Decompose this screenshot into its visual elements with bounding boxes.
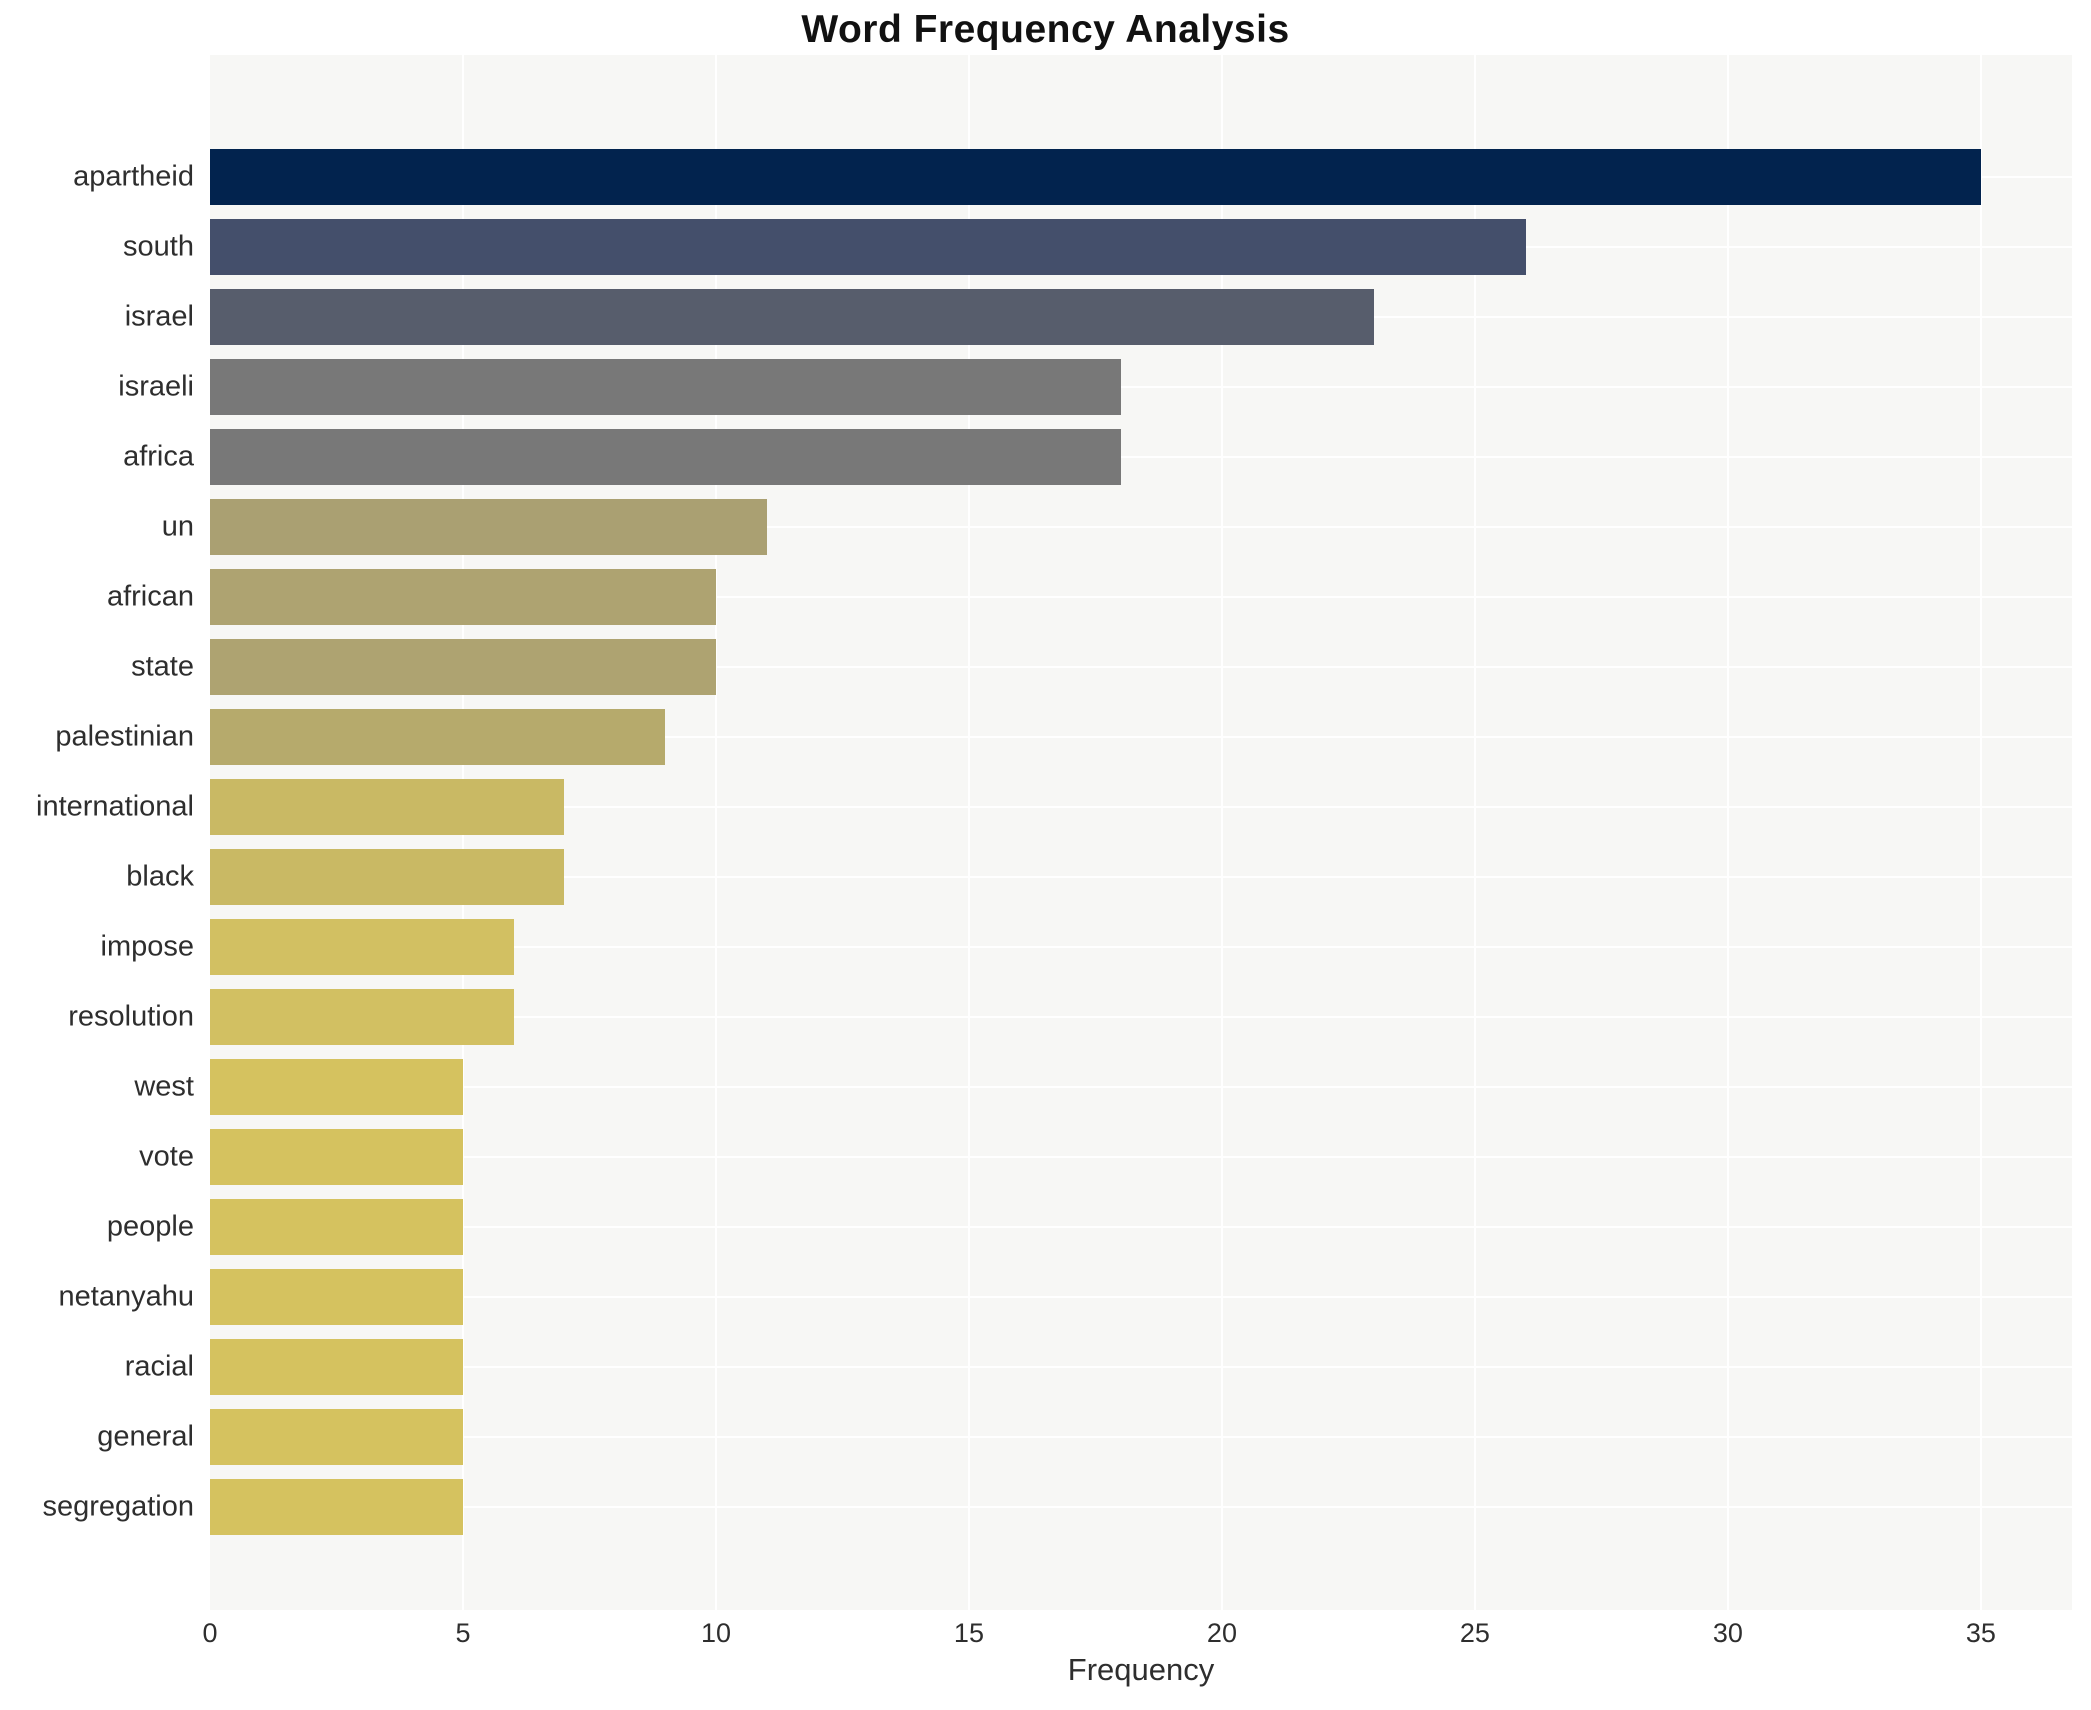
horizontal-gridline [210,1016,2072,1018]
bar-netanyahu [210,1269,463,1325]
y-axis-label-resolution: resolution [68,1000,194,1033]
chart-row: segregation [42,1472,2072,1542]
y-axis-label-general: general [97,1420,194,1453]
chart-row: un [162,492,2072,562]
y-axis-label-africa: africa [123,440,194,473]
horizontal-gridline [210,876,2072,878]
bar-resolution [210,989,514,1045]
y-axis-label-people: people [106,1210,194,1243]
y-axis-label-impose: impose [100,930,195,963]
horizontal-gridline [210,1156,2072,1158]
plot-area: apartheid south israel israeli africa un afric… [36,55,2072,1610]
bar-segregation [210,1479,463,1535]
bar-state [210,639,716,695]
horizontal-gridline [210,456,2072,458]
chart-row: africa [123,422,2072,492]
chart-row: apartheid [73,142,2072,212]
horizontal-gridline [210,1226,2072,1228]
chart-row: netanyahu [59,1262,2072,1332]
y-axis-label-vote: vote [139,1140,194,1173]
chart-row: people [107,1192,2072,1262]
y-axis-label-racial: racial [124,1350,194,1383]
bar-un [210,499,767,555]
bar-black [210,849,565,905]
horizontal-gridline [210,666,2072,668]
vertical-gridline [1473,55,1476,1610]
chart-row: impose [101,912,2072,982]
chart-row: racial [125,1332,2072,1402]
bar-african [210,569,716,625]
vertical-gridline [1979,55,1982,1610]
bar-palestinian [210,709,666,765]
bar-south [210,219,1526,275]
y-axis-label-palestinian: palestinian [55,720,194,753]
bar-general [210,1409,463,1465]
horizontal-gridline [210,1086,2072,1088]
vertical-gridline [1220,55,1223,1610]
y-axis-label-apartheid: apartheid [73,160,194,193]
x-tick-label-10: 10 [700,1618,731,1648]
bar-west [210,1059,463,1115]
y-axis-label-israeli: israeli [118,370,194,403]
bar-impose [210,919,514,975]
horizontal-gridline [210,806,2072,808]
horizontal-gridline [210,1366,2072,1368]
x-tick-label-30: 30 [1712,1618,1743,1648]
chart-row: black [126,842,2072,912]
chart-row: state [131,632,2072,702]
y-axis-label-israel: israel [124,300,194,333]
bar-israeli [210,359,1121,415]
vertical-gridline [714,55,717,1610]
bar-people [210,1199,463,1255]
horizontal-gridline [210,526,2072,528]
bar-vote [210,1129,463,1185]
chart-row: south [123,212,2072,282]
horizontal-gridline [210,596,2072,598]
y-axis-label-african: african [106,580,194,613]
chart-row: west [134,1052,2072,1122]
chart-row: international [36,772,2072,842]
y-axis-label-netanyahu: netanyahu [58,1280,194,1313]
y-axis-label-west: west [134,1070,194,1103]
y-axis-label-international: international [36,790,194,823]
x-tick-label-25: 25 [1459,1618,1490,1648]
horizontal-gridline [210,1436,2072,1438]
bar-international [210,779,565,835]
bar-israel [210,289,1374,345]
x-tick-label-15: 15 [953,1618,984,1648]
vertical-gridline [1726,55,1729,1610]
bar-racial [210,1339,463,1395]
y-axis-label-black: black [126,860,194,893]
chart-title: Word Frequency Analysis [801,8,1290,51]
chart-row: vote [139,1122,2072,1192]
bar-apartheid [210,149,1981,205]
y-axis-label-un: un [161,510,194,543]
horizontal-gridline [210,946,2072,948]
y-axis-label-south: south [123,230,194,263]
bar-africa [210,429,1121,485]
horizontal-gridline [210,1296,2072,1298]
x-axis-title: Frequency [1067,1652,1215,1687]
y-axis-label-segregation: segregation [42,1490,194,1523]
chart-row: resolution [68,982,2072,1052]
horizontal-gridline [210,736,2072,738]
x-axis-ticks: 0 5 10 15 20 25 30 35 [202,1618,2072,1654]
chart-row: palestinian [55,702,2072,772]
x-tick-label-5: 5 [455,1618,471,1648]
chart-row: general [97,1402,2072,1472]
y-axis-label-state: state [131,650,194,683]
chart-row: israeli [118,352,2072,422]
vertical-gridline [967,55,970,1610]
horizontal-gridline [210,1506,2072,1508]
chart-row: african [107,562,2072,632]
chart-row: israel [125,282,2072,352]
horizontal-gridline [210,386,2072,388]
x-tick-label-35: 35 [1965,1618,1996,1648]
x-tick-label-20: 20 [1206,1618,1237,1648]
x-tick-label-0: 0 [202,1618,218,1648]
plot-rows: apartheid south israel israeli africa un afric… [36,142,2072,1542]
